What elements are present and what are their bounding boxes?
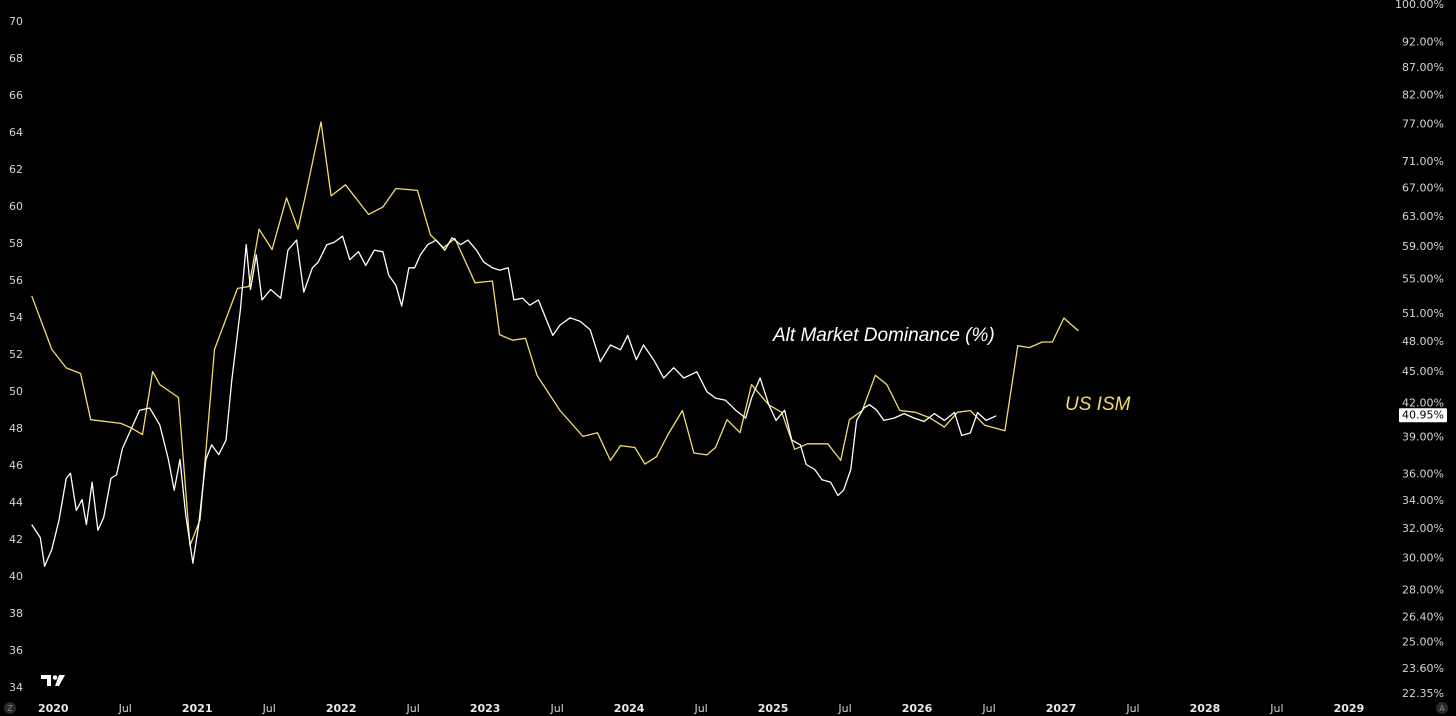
y2-tick-label: 71.00% (1402, 155, 1444, 168)
y-tick-label: 36 (9, 644, 23, 657)
y-tick-label: 44 (9, 496, 23, 509)
price-label-box (1399, 408, 1447, 423)
corner-button[interactable] (1436, 702, 1448, 714)
y-tick-label: 58 (9, 237, 23, 250)
x-tick-label: 2027 (1046, 702, 1077, 715)
y2-tick-label: 39.00% (1402, 431, 1444, 444)
y-tick-label: 68 (9, 52, 23, 65)
tradingview-logo (41, 675, 65, 686)
x-tick-label: Jul (549, 702, 563, 715)
y-tick-label: 56 (9, 274, 23, 287)
y2-tick-label: 45.00% (1402, 365, 1444, 378)
y-tick-label: 64 (9, 126, 23, 139)
y-tick-label: 48 (9, 422, 23, 435)
y2-tick-label: 32.00% (1402, 522, 1444, 535)
series-line (31, 235, 997, 567)
y-tick-label: 54 (9, 311, 23, 324)
x-tick-label: 2028 (1190, 702, 1221, 715)
x-tick-label: Jul (981, 702, 995, 715)
x-tick-label: Jul (406, 702, 420, 715)
x-tick-label: Jul (118, 702, 132, 715)
y2-tick-label: 51.00% (1402, 307, 1444, 320)
series-line (31, 121, 1079, 547)
y-tick-label: 60 (9, 200, 23, 213)
x-tick-label: Jul (262, 702, 276, 715)
series-annotation: Alt Market Dominance (%) (772, 325, 995, 346)
y-tick-label: 70 (9, 15, 23, 28)
y2-tick-label: 82.00% (1402, 88, 1444, 101)
x-tick-label: 2021 (182, 702, 213, 715)
x-tick-label: Jul (837, 702, 851, 715)
y2-tick-label: 92.00% (1402, 35, 1444, 48)
y-tick-label: 34 (9, 681, 23, 694)
y2-tick-label: 48.00% (1402, 335, 1444, 348)
y2-tick-label: 87.00% (1402, 61, 1444, 74)
y2-tick-label: 63.00% (1402, 210, 1444, 223)
x-tick-label: 2029 (1334, 702, 1365, 715)
y2-tick-label: 36.00% (1402, 468, 1444, 481)
y-tick-label: 50 (9, 385, 23, 398)
price-label: 40.95% (1402, 408, 1444, 421)
y-tick-label: 52 (9, 348, 23, 361)
y2-tick-label: 22.35% (1402, 687, 1444, 700)
y-tick-label: 62 (9, 163, 23, 176)
y2-tick-label: 30.00% (1402, 552, 1444, 565)
y2-tick-label: 26.40% (1402, 610, 1444, 623)
corner-button-label[interactable]: A (1439, 704, 1445, 713)
corner-button[interactable] (4, 702, 16, 714)
y2-tick-label: 77.00% (1402, 117, 1444, 130)
y-tick-label: 66 (9, 89, 23, 102)
x-tick-label: 2022 (326, 702, 357, 715)
x-tick-label: 2024 (614, 702, 645, 715)
y-tick-label: 46 (9, 459, 23, 472)
y-tick-label: 38 (9, 607, 23, 620)
corner-button-label[interactable]: Z (7, 704, 13, 713)
y2-tick-label: 59.00% (1402, 240, 1444, 253)
x-tick-label: 2020 (38, 702, 69, 715)
x-tick-label: 2025 (758, 702, 789, 715)
y2-tick-label: 25.00% (1402, 636, 1444, 649)
x-tick-label: Jul (693, 702, 707, 715)
y-tick-label: 42 (9, 533, 23, 546)
y2-tick-label: 42.00% (1402, 397, 1444, 410)
series-annotation: US ISM (1065, 394, 1131, 415)
x-tick-label: 2023 (470, 702, 501, 715)
y-tick-label: 40 (9, 570, 23, 583)
y2-tick-label: 67.00% (1402, 181, 1444, 194)
y2-tick-label: 100.00% (1395, 0, 1444, 11)
x-tick-label: Jul (1125, 702, 1139, 715)
y2-tick-label: 23.60% (1402, 662, 1444, 675)
y2-tick-label: 34.00% (1402, 494, 1444, 507)
y2-tick-label: 28.00% (1402, 583, 1444, 596)
x-tick-label: 2026 (902, 702, 933, 715)
x-tick-label: Jul (1269, 702, 1283, 715)
y2-tick-label: 55.00% (1402, 272, 1444, 285)
